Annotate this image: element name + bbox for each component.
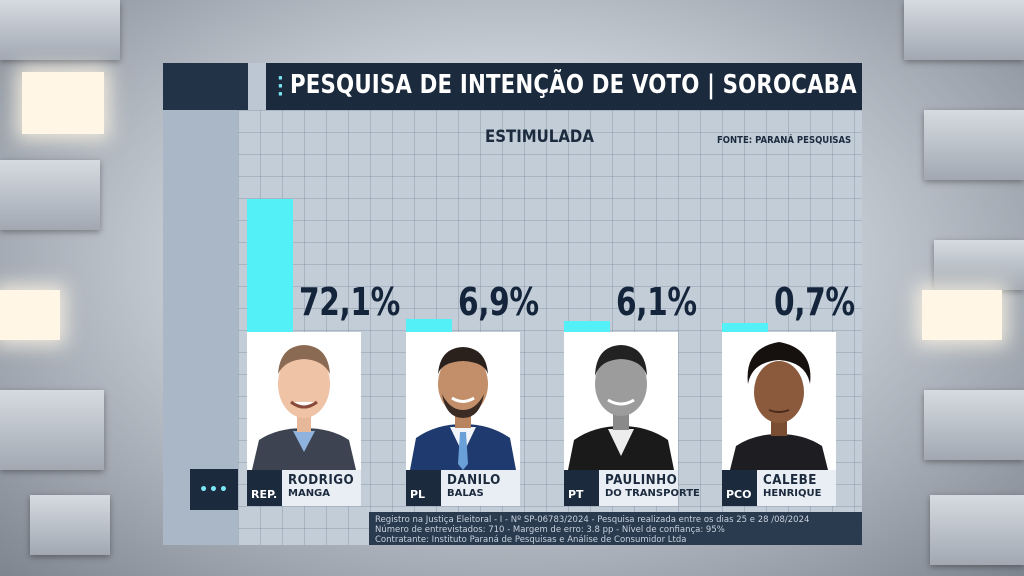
source-label: FONTE: PARANÁ PESQUISAS	[717, 135, 852, 146]
bar-4	[722, 323, 768, 332]
candidate-name: DANILO BALAS	[441, 470, 520, 506]
menu-dots-button[interactable]: •••	[190, 469, 238, 510]
candidate-first-name: RODRIGO	[288, 473, 355, 488]
candidate-last-name: DO TRANSPORTE	[605, 488, 700, 499]
bar-3	[564, 321, 610, 332]
party-tag: PL	[406, 470, 441, 506]
bar-value-label: 72,1%	[299, 280, 400, 324]
bar-value-label: 6,9%	[458, 280, 539, 324]
candidate-name: PAULINHO DO TRANSPORTE	[599, 470, 700, 506]
candidate-last-name: BALAS	[447, 488, 484, 499]
footer-note: Registro na Justiça Eleitoral - I - Nº S…	[369, 512, 862, 545]
chart-subtitle: ESTIMULADA	[485, 127, 594, 147]
candidate-last-name: MANGA	[288, 488, 331, 499]
title-dots-icon: · · ·	[277, 68, 284, 105]
party-tag: PT	[564, 470, 599, 506]
candidate-first-name: CALEBE	[763, 473, 817, 488]
party-tag: REP.	[247, 470, 282, 506]
bar-2	[406, 319, 452, 332]
poll-panel: · · · PESQUISA DE INTENÇÃO DE VOTO | SOROC…	[163, 63, 862, 545]
footer-line-contractor: Contratante: Instituto Paraná de Pesquis…	[375, 535, 687, 545]
candidate-photo-rodrigo-manga	[247, 332, 361, 470]
footer-line-sample: Número de entrevistados: 710 - Margem de…	[375, 525, 725, 535]
bar-value-label: 0,7%	[774, 280, 855, 324]
candidate-photo-danilo-balas	[406, 332, 520, 470]
candidate-name: CALEBE HENRIQUE	[757, 470, 836, 506]
footer-line-registration: Registro na Justiça Eleitoral - I - Nº S…	[375, 515, 810, 525]
title-bar	[266, 63, 862, 110]
party-tag: PCO	[722, 470, 757, 506]
candidate-photo-paulinho-do-transporte	[564, 332, 678, 470]
bar-value-label: 6,1%	[616, 280, 697, 324]
candidate-photo-calebe-henrique	[722, 332, 836, 470]
candidate-name: RODRIGO MANGA	[282, 470, 361, 506]
chart-title: PESQUISA DE INTENÇÃO DE VOTO | SOROCABA	[290, 70, 857, 100]
candidate-first-name: PAULINHO	[605, 473, 678, 488]
candidate-first-name: DANILO	[447, 473, 501, 488]
bar-1	[247, 199, 293, 332]
corner-block	[163, 63, 248, 110]
candidate-last-name: HENRIQUE	[763, 488, 822, 499]
